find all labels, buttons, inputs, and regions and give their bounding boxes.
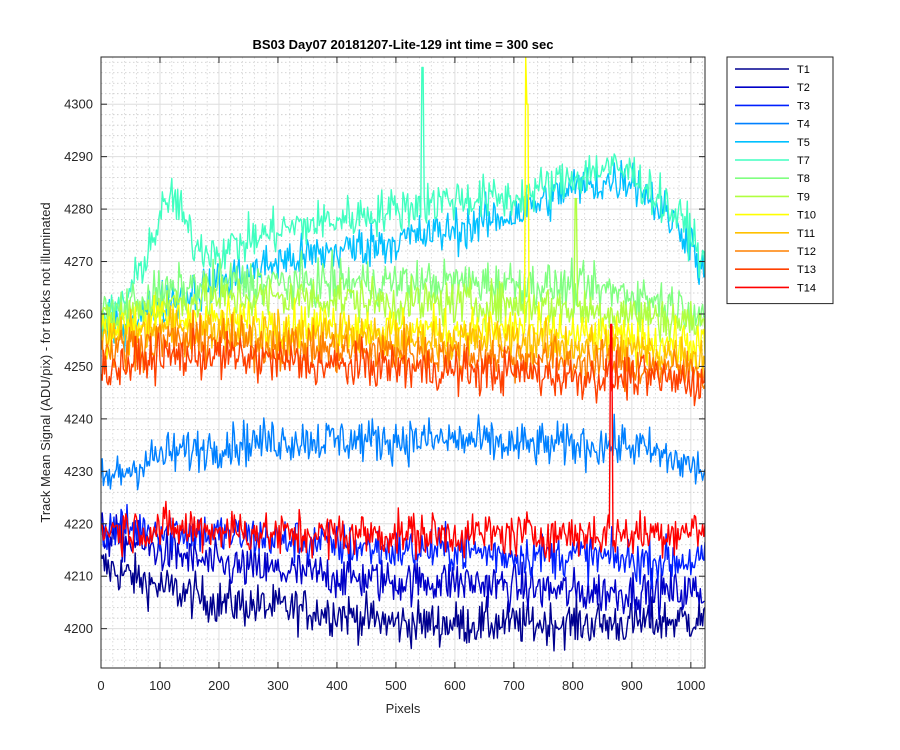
y-tick-label: 4200 — [64, 621, 93, 636]
y-tick-label: 4290 — [64, 149, 93, 164]
x-tick-label: 600 — [444, 678, 466, 693]
series-line-t2 — [101, 512, 705, 621]
legend-label-t10: T10 — [797, 210, 816, 222]
x-tick-label: 700 — [503, 678, 525, 693]
y-tick-label: 4210 — [64, 569, 93, 584]
y-axis: 4200 4210 4220 4230 4240 4250 4260 4270 4280 4290… — [64, 97, 705, 636]
legend-label-t3: T3 — [797, 100, 810, 112]
legend-label-t9: T9 — [797, 191, 810, 203]
legend-label-t7: T7 — [797, 155, 810, 167]
series-line-t8 — [101, 249, 705, 340]
x-tick-label: 1000 — [676, 678, 705, 693]
legend-label-t1: T1 — [797, 64, 810, 76]
y-tick-label: 4270 — [64, 254, 93, 269]
x-tick-label: 500 — [385, 678, 407, 693]
legend: T1 T2 T3 T4 T5 T7 T8 T9 T10 T11 T12 T13 T14 — [726, 56, 834, 305]
y-tick-label: 4250 — [64, 359, 93, 374]
series-layer — [101, 57, 705, 652]
legend-label-t8: T8 — [797, 173, 810, 185]
x-tick-label: 400 — [326, 678, 348, 693]
y-tick-label: 4240 — [64, 411, 93, 426]
x-tick-label: 0 — [97, 678, 104, 693]
x-tick-label: 200 — [208, 678, 230, 693]
legend-label-t4: T4 — [797, 119, 810, 131]
series-line-t12 — [101, 309, 705, 393]
series-line-t4 — [101, 413, 705, 491]
legend-label-t13: T13 — [797, 264, 816, 276]
x-tick-label: 900 — [621, 678, 643, 693]
series-line-t7 — [101, 66, 705, 344]
x-tick-label: 800 — [562, 678, 584, 693]
x-tick-label: 100 — [149, 678, 171, 693]
legend-box — [726, 56, 834, 305]
series-line-t9 — [101, 197, 705, 343]
legend-label-t12: T12 — [797, 246, 816, 258]
y-tick-label: 4280 — [64, 202, 93, 217]
series-line-t13 — [101, 327, 705, 407]
y-axis-label: Track Mean Signal (ADU/pix) - for tracks… — [38, 202, 53, 522]
series-line-t1 — [101, 552, 705, 652]
x-tick-label: 300 — [267, 678, 289, 693]
legend-label-t11: T11 — [797, 228, 815, 240]
legend-label-t5: T5 — [797, 137, 810, 149]
y-tick-label: 4300 — [64, 97, 93, 112]
legend-label-t2: T2 — [797, 82, 810, 94]
legend-label-t14: T14 — [797, 282, 816, 294]
y-tick-label: 4260 — [64, 306, 93, 321]
x-axis-label: Pixels — [386, 701, 421, 716]
y-tick-label: 4220 — [64, 516, 93, 531]
chart-title: BS03 Day07 20181207-Lite-129 int time = … — [253, 37, 554, 52]
y-tick-label: 4230 — [64, 464, 93, 479]
series-line-t14 — [101, 323, 705, 563]
x-axis: 0 100 200 300 400 500 600 700 800 900 1000 — [97, 57, 705, 693]
plot-frame — [100, 56, 706, 669]
